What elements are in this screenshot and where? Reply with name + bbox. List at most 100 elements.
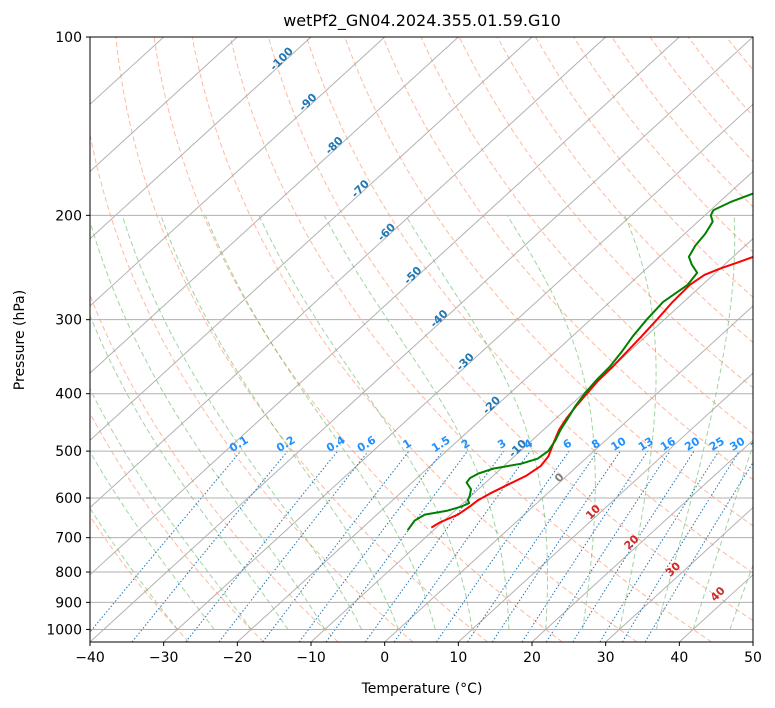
moist-adiabat-label: 30	[663, 559, 683, 579]
mixing-ratio-line	[467, 450, 599, 642]
x-tick-label: 40	[670, 650, 688, 666]
dry-adiabat-line	[687, 37, 753, 117]
mixing-ratio-line	[572, 450, 695, 642]
mixing-ratio-line	[491, 450, 621, 642]
x-tick-label: −30	[149, 650, 179, 666]
dry-adiabat-label: -90	[296, 90, 319, 113]
pressure-gridlines	[90, 37, 753, 630]
moist-adiabat-line	[90, 507, 178, 630]
dry-adiabat-line	[458, 37, 753, 389]
mixing-ratio-line	[521, 450, 649, 642]
moist-adiabat-line	[323, 215, 510, 630]
dry-adiabat-label: -60	[375, 220, 398, 243]
mixing-ratio-label: 0.1	[227, 433, 250, 454]
moist-adiabat-label: 10	[583, 502, 603, 522]
x-tick-label: 10	[449, 650, 467, 666]
y-tick-label: 700	[55, 531, 82, 547]
moist-adiabat-line	[90, 314, 289, 630]
x-tick-label: −10	[296, 650, 326, 666]
moist-adiabat-line	[405, 215, 548, 630]
isotherm-line	[90, 37, 533, 442]
y-tick-label: 600	[55, 491, 82, 507]
x-tick-label: −20	[223, 650, 253, 666]
mixing-ratio-label: 2	[459, 437, 472, 452]
y-tick-label: 400	[55, 387, 82, 403]
isotherm-line	[236, 170, 753, 642]
dry-adiabat-line	[153, 37, 563, 642]
dry-adiabat-label: -20	[480, 393, 503, 416]
mixing-ratio-line	[545, 450, 671, 642]
mixing-ratio-label: 1.5	[429, 433, 452, 454]
dry-adiabat-line	[344, 37, 753, 527]
sounding-traces	[406, 192, 753, 531]
dry-adiabat-line	[306, 37, 753, 574]
moist-adiabat-line	[121, 215, 363, 630]
dry-adiabat-line	[649, 37, 753, 163]
y-tick-label: 200	[55, 208, 82, 224]
isotherm-line	[752, 641, 753, 642]
dry-adiabat-label: -40	[427, 307, 450, 330]
y-axis-label: Pressure (hPa)	[12, 290, 28, 390]
x-tick-label: 0	[380, 650, 389, 666]
mixing-ratio-line	[131, 450, 288, 642]
dry-adiabat-line	[90, 412, 264, 642]
mixing-ratio-line	[435, 450, 570, 642]
x-tick-label: −40	[75, 650, 105, 666]
dry-adiabat-line	[229, 37, 712, 642]
moist-adiabat-line	[729, 563, 753, 630]
mixing-ratio-line	[393, 450, 531, 642]
isotherm-line	[90, 37, 459, 374]
mixing-ratio-label: 6	[561, 436, 575, 451]
mixing-ratio-line	[599, 450, 720, 642]
isotherm-line	[90, 37, 753, 642]
dry-adiabat-line	[90, 131, 414, 642]
isotherm-line	[90, 37, 238, 173]
dry-adiabat-line	[725, 37, 753, 71]
x-tick-label: 50	[744, 650, 762, 666]
reference-lines	[90, 37, 775, 642]
x-tick-label: 30	[597, 650, 615, 666]
mixing-ratio-label: 0.2	[274, 433, 297, 454]
y-tick-label: 500	[55, 444, 82, 460]
moist-adiabat-label: 40	[708, 584, 728, 604]
dry-adiabat-line	[90, 515, 190, 642]
isotherm-line	[531, 439, 753, 642]
dry-adiabat-line	[191, 37, 638, 642]
dry-adiabat-line	[268, 37, 753, 622]
isotherm-line	[605, 506, 753, 642]
isotherm-line	[310, 237, 753, 642]
y-tick-label: 1000	[46, 622, 82, 638]
temperature-trace	[430, 255, 753, 529]
dry-adiabat-line	[496, 37, 753, 344]
y-tick-label: 300	[55, 313, 82, 329]
moist-adiabat-line	[692, 443, 753, 630]
dry-adiabat-line	[90, 293, 339, 642]
reference-line-labels: 0.1 0.2 0.4 0.6 1 1.5 2 3 4 6 8 10 13 16 20 25 30 36-100-…	[227, 44, 768, 604]
dry-adiabat-line	[420, 37, 753, 435]
mixing-ratio-line	[298, 450, 444, 642]
y-tick-label: 100	[55, 30, 82, 46]
moist-adiabat-line	[258, 215, 473, 630]
mixing-ratio-line	[364, 450, 505, 642]
dry-adiabat-label: -30	[454, 350, 477, 373]
mixing-ratio-line	[325, 450, 468, 642]
isotherm-line	[384, 305, 753, 642]
mixing-ratio-line	[644, 461, 753, 642]
dry-adiabat-line	[115, 37, 488, 642]
mixing-ratio-line	[621, 450, 740, 642]
dry-adiabat-line	[765, 37, 775, 642]
moist-adiabat-line	[90, 219, 326, 630]
isotherm-line	[457, 372, 753, 642]
mixing-ratio-label: 36	[748, 434, 768, 453]
dry-adiabat-label: -80	[323, 134, 346, 157]
isotherm-line	[90, 37, 680, 576]
mixing-ratio-line	[262, 450, 410, 642]
dry-adiabat-line	[611, 37, 753, 208]
isotherm-line	[163, 103, 753, 642]
x-axis-label: Temperature (°C)	[361, 681, 483, 697]
y-tick-label: 900	[55, 595, 82, 611]
mixing-ratio-line	[218, 450, 369, 642]
isotherm-line	[90, 37, 386, 307]
moist-adiabat-line	[90, 450, 215, 630]
